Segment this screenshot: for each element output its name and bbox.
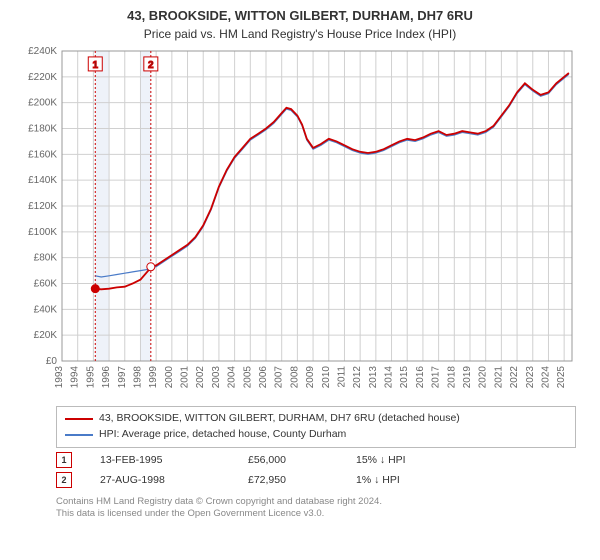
sale-date-2: 27-AUG-1998 <box>100 474 220 486</box>
legend-swatch-hpi <box>65 434 93 436</box>
svg-text:£0: £0 <box>46 356 58 367</box>
legend-swatch-property <box>65 418 93 420</box>
svg-text:£160K: £160K <box>28 150 57 161</box>
attribution: Contains HM Land Registry data © Crown c… <box>56 496 576 521</box>
svg-text:2017: 2017 <box>431 366 442 389</box>
svg-text:£120K: £120K <box>28 201 57 212</box>
svg-text:£140K: £140K <box>28 175 57 186</box>
svg-text:£100K: £100K <box>28 227 57 238</box>
svg-text:1998: 1998 <box>132 366 143 389</box>
svg-text:2011: 2011 <box>336 366 347 388</box>
svg-text:2023: 2023 <box>525 366 536 389</box>
svg-text:£80K: £80K <box>34 253 58 264</box>
sale-price-1: £56,000 <box>248 454 328 466</box>
svg-text:2019: 2019 <box>462 366 473 389</box>
sale-delta-1: 15% ↓ HPI <box>356 454 406 466</box>
svg-text:£240K: £240K <box>28 46 57 57</box>
attrib-line-2: This data is licensed under the Open Gov… <box>56 508 576 520</box>
legend: 43, BROOKSIDE, WITTON GILBERT, DURHAM, D… <box>56 406 576 448</box>
svg-text:2020: 2020 <box>478 366 489 389</box>
sale-date-1: 13-FEB-1995 <box>100 454 220 466</box>
sale-marker-1: 1 <box>56 452 72 468</box>
svg-text:2004: 2004 <box>227 366 238 389</box>
svg-text:2015: 2015 <box>399 366 410 389</box>
legend-row-hpi: HPI: Average price, detached house, Coun… <box>65 427 567 443</box>
svg-text:1994: 1994 <box>70 366 81 389</box>
attrib-line-1: Contains HM Land Registry data © Crown c… <box>56 496 576 508</box>
svg-text:2025: 2025 <box>556 366 567 389</box>
svg-text:£220K: £220K <box>28 72 57 83</box>
svg-text:2005: 2005 <box>242 366 253 389</box>
svg-text:2024: 2024 <box>540 366 551 389</box>
legend-row-property: 43, BROOKSIDE, WITTON GILBERT, DURHAM, D… <box>65 411 567 427</box>
svg-text:1: 1 <box>92 60 98 71</box>
svg-text:2003: 2003 <box>211 366 222 389</box>
svg-text:£40K: £40K <box>34 305 58 316</box>
svg-text:£60K: £60K <box>34 279 58 290</box>
svg-text:2016: 2016 <box>415 366 426 389</box>
svg-text:2018: 2018 <box>446 366 457 389</box>
svg-text:2000: 2000 <box>164 366 175 389</box>
svg-text:2007: 2007 <box>274 366 285 389</box>
chart-title: 43, BROOKSIDE, WITTON GILBERT, DURHAM, D… <box>10 8 590 25</box>
svg-text:1997: 1997 <box>117 366 128 389</box>
svg-text:2: 2 <box>148 60 154 71</box>
sale-row-1: 1 13-FEB-1995 £56,000 15% ↓ HPI <box>56 452 576 468</box>
svg-text:2001: 2001 <box>180 366 191 389</box>
svg-text:2006: 2006 <box>258 366 269 389</box>
svg-text:2021: 2021 <box>493 366 504 389</box>
svg-text:2008: 2008 <box>289 366 300 389</box>
sale-price-2: £72,950 <box>248 474 328 486</box>
svg-text:1993: 1993 <box>54 366 65 389</box>
svg-text:2022: 2022 <box>509 366 520 389</box>
sale-row-2: 2 27-AUG-1998 £72,950 1% ↓ HPI <box>56 472 576 488</box>
svg-text:£180K: £180K <box>28 124 57 135</box>
svg-text:1996: 1996 <box>101 366 112 389</box>
sale-marker-2: 2 <box>56 472 72 488</box>
svg-text:2009: 2009 <box>305 366 316 389</box>
svg-text:1999: 1999 <box>148 366 159 389</box>
svg-text:£20K: £20K <box>34 330 58 341</box>
svg-text:2013: 2013 <box>368 366 379 389</box>
sale-delta-2: 1% ↓ HPI <box>356 474 400 486</box>
svg-text:2014: 2014 <box>384 366 395 389</box>
legend-label-hpi: HPI: Average price, detached house, Coun… <box>99 427 346 443</box>
svg-text:2012: 2012 <box>352 366 363 389</box>
price-chart: £0 £20K £40K £60K £80K £100K £120K £140K £160K £1… <box>20 45 580 400</box>
chart-area: £0 £20K £40K £60K £80K £100K £120K £140K £160K £1… <box>20 45 580 400</box>
svg-text:£200K: £200K <box>28 98 57 109</box>
legend-label-property: 43, BROOKSIDE, WITTON GILBERT, DURHAM, D… <box>99 411 460 427</box>
chart-subtitle: Price paid vs. HM Land Registry's House … <box>10 27 590 41</box>
svg-text:1995: 1995 <box>85 366 96 389</box>
svg-text:2002: 2002 <box>195 366 206 389</box>
svg-text:2010: 2010 <box>321 366 332 389</box>
